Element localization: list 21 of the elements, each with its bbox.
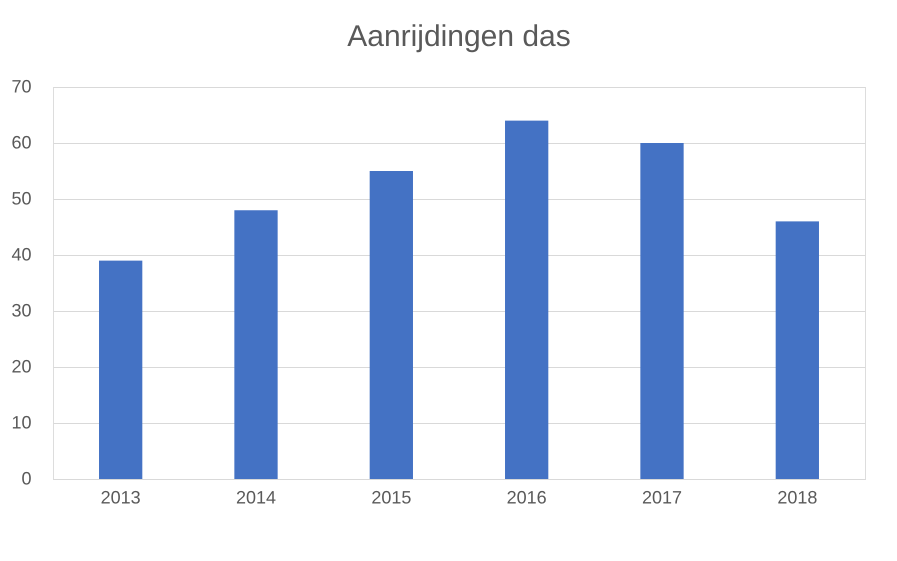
chart-title: Aanrijdingen das bbox=[347, 20, 571, 53]
bar bbox=[640, 143, 684, 479]
y-tick-label: 70 bbox=[11, 76, 32, 96]
x-tick-label: 2016 bbox=[506, 488, 547, 508]
bar bbox=[776, 221, 819, 479]
y-tick-label: 30 bbox=[11, 300, 32, 320]
bar bbox=[234, 210, 278, 479]
x-tick-label: 2014 bbox=[236, 488, 276, 508]
y-tick-label: 10 bbox=[11, 412, 32, 432]
y-tick-label: 60 bbox=[11, 132, 32, 152]
y-tick-label: 20 bbox=[11, 356, 32, 376]
x-tick-label: 2018 bbox=[777, 488, 818, 508]
x-tick-label: 2017 bbox=[642, 488, 682, 508]
bar bbox=[505, 120, 548, 479]
x-tick-label: 2013 bbox=[100, 488, 141, 508]
x-tick-label: 2015 bbox=[371, 488, 412, 508]
y-tick-label: 0 bbox=[21, 468, 32, 488]
y-tick-label: 40 bbox=[11, 244, 32, 264]
y-tick-label: 50 bbox=[11, 188, 32, 208]
bar bbox=[99, 260, 142, 479]
bar bbox=[370, 171, 413, 479]
